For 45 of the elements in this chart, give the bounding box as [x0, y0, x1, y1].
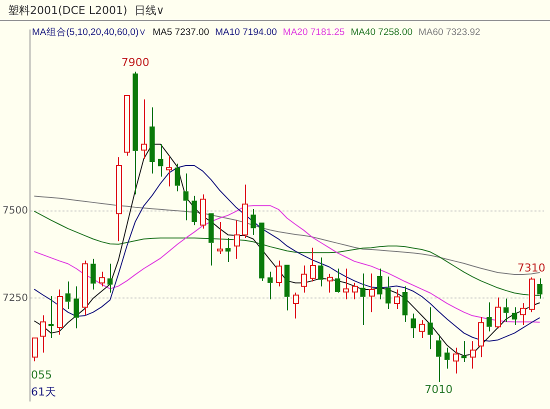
legend-title: MA组合(5,10,20,40,60,0)∨ [32, 27, 147, 38]
candlestick [150, 106, 155, 174]
candlestick [225, 237, 231, 263]
candlestick [402, 286, 408, 322]
candlestick [183, 173, 188, 221]
candlestick [386, 276, 391, 310]
candlestick [410, 313, 416, 338]
text: MA60 7323.92 [418, 27, 480, 38]
candlestick [512, 306, 518, 326]
candlestick [284, 264, 290, 311]
annotation: 055 [31, 368, 52, 382]
annotation: 7010 [424, 383, 453, 396]
annotation: 7310 [517, 262, 546, 275]
annotation: 61天 [31, 385, 56, 398]
chart-title: 塑料2001(DCE L2001) 日线∨ [0, 0, 550, 21]
candlestick [208, 213, 214, 266]
candlestick [503, 298, 509, 322]
candlestick [444, 347, 450, 370]
candlestick [192, 195, 197, 226]
candlestick [486, 302, 492, 332]
candlestick [259, 222, 264, 282]
candlestick [132, 71, 138, 195]
candlestick [74, 286, 79, 329]
candlestick [268, 271, 273, 300]
text: MA5 7237.00 [152, 27, 210, 38]
candlestick [377, 268, 382, 300]
text: MA10 7194.00 [215, 27, 277, 38]
candlestick [461, 340, 467, 362]
candlestick [174, 163, 180, 192]
candlestick [48, 296, 54, 338]
y-tick-label: 7250 [2, 292, 28, 304]
candlestick [436, 334, 442, 382]
annotation: 7900 [121, 56, 150, 70]
candlestick [250, 208, 256, 236]
candlestick [107, 263, 113, 294]
y-tick-label: 7500 [2, 206, 28, 217]
candlestick [90, 258, 96, 290]
candlestick [360, 273, 366, 326]
text: MA40 7258.00 [350, 27, 413, 38]
candlestick [318, 256, 324, 287]
candlestick [537, 278, 542, 300]
text: MA20 7181.25 [282, 27, 345, 38]
candlestick [65, 281, 71, 310]
candlestick [158, 144, 164, 178]
candlestick [428, 306, 433, 350]
